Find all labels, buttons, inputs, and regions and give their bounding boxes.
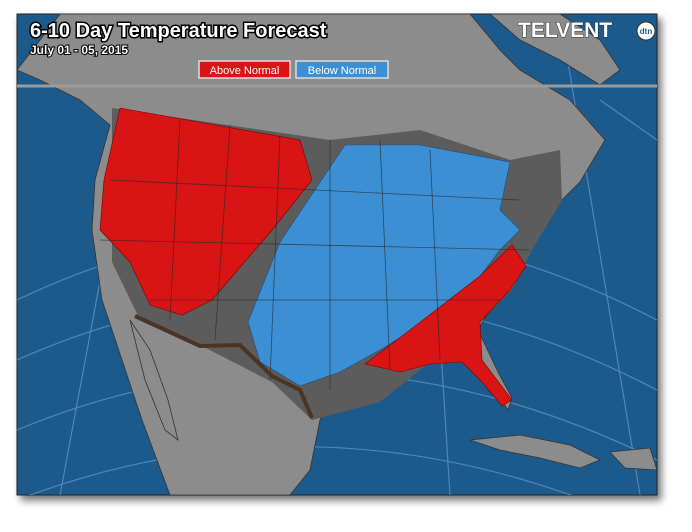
map-body	[17, 14, 657, 495]
above-normal-southeast	[364, 244, 527, 407]
mexico-border	[134, 314, 314, 419]
legend-swatch-above	[198, 60, 291, 79]
legend-label: Above Normal	[210, 65, 280, 77]
state-lines	[99, 119, 531, 390]
baja	[129, 319, 179, 442]
hispaniola	[609, 447, 657, 471]
canada-north	[489, 14, 621, 86]
logo-badge-text: dtn	[640, 27, 653, 36]
legend-swatch-below	[295, 60, 389, 79]
logo-badge	[636, 21, 656, 41]
logo: TELVENT	[518, 19, 612, 42]
map-subtitle: July 01 - 05, 2015	[30, 43, 128, 57]
cuba	[469, 434, 601, 469]
above-normal-west	[99, 107, 313, 316]
map-title: 6-10 Day Temperature Forecast	[30, 20, 327, 42]
legend-label: Below Normal	[308, 65, 376, 77]
